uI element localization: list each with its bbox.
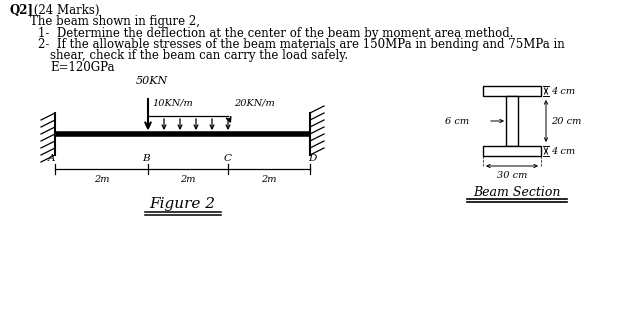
- Text: B: B: [142, 154, 150, 163]
- Bar: [506, 96, 518, 146]
- Text: 50KN: 50KN: [136, 76, 168, 86]
- Text: 4 cm: 4 cm: [551, 146, 575, 156]
- Text: 4 cm: 4 cm: [551, 86, 575, 96]
- Text: Q2]: Q2]: [10, 4, 34, 17]
- Bar: [483, 86, 541, 96]
- Text: (24 Marks): (24 Marks): [30, 4, 99, 17]
- Text: The beam shown in figure 2,: The beam shown in figure 2,: [30, 15, 200, 28]
- Text: 2-  If the allowable stresses of the beam materials are 150MPa in bending and 75: 2- If the allowable stresses of the beam…: [38, 38, 564, 51]
- Text: 6 cm: 6 cm: [445, 116, 469, 126]
- Text: 2m: 2m: [93, 175, 109, 184]
- Text: E=120GPa: E=120GPa: [50, 61, 115, 74]
- Text: shear, check if the beam can carry the load safely.: shear, check if the beam can carry the l…: [50, 50, 348, 63]
- Text: Beam Section: Beam Section: [474, 186, 561, 199]
- Text: 30 cm: 30 cm: [497, 171, 527, 180]
- Text: D: D: [308, 154, 316, 163]
- Text: 10KN/m: 10KN/m: [152, 98, 193, 107]
- Text: 1-  Determine the deflection at the center of the beam by moment area method.: 1- Determine the deflection at the cente…: [38, 26, 513, 39]
- Text: 20 cm: 20 cm: [551, 116, 581, 126]
- Text: 2m: 2m: [261, 175, 276, 184]
- Text: Figure 2: Figure 2: [150, 197, 216, 211]
- Text: A: A: [48, 154, 56, 163]
- Text: 2m: 2m: [180, 175, 196, 184]
- Text: 20KN/m: 20KN/m: [234, 98, 275, 107]
- Bar: [483, 146, 541, 156]
- Text: C: C: [224, 154, 232, 163]
